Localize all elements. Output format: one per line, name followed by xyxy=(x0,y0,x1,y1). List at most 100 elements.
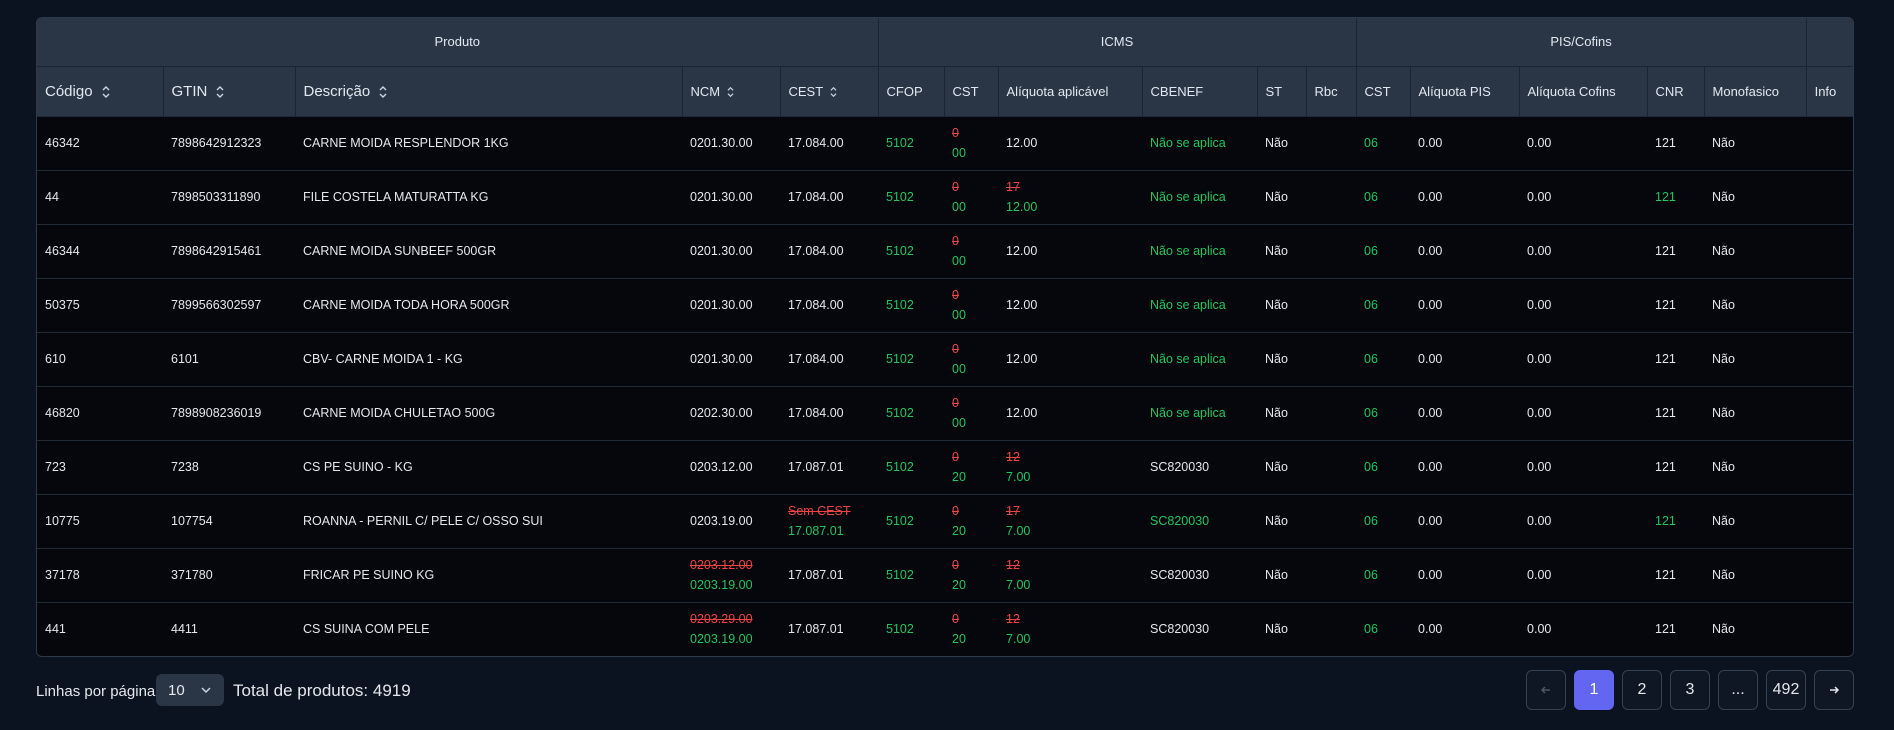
cell-cnr: 121 xyxy=(1647,277,1705,332)
cell-cnr: 121 xyxy=(1647,493,1705,548)
page-button-3[interactable]: 3 xyxy=(1670,670,1710,710)
table-row[interactable]: 44 7898503311890 FILE COSTELA MATURATTA KG… xyxy=(37,169,1853,224)
cell-rbc xyxy=(1306,601,1357,656)
new-value: 20 xyxy=(952,470,966,484)
cell-codigo: 37178 xyxy=(37,547,163,602)
cell-rbc xyxy=(1306,115,1357,170)
cell-cest: 17.084.00 xyxy=(780,277,879,332)
sort-icon[interactable] xyxy=(101,85,111,99)
cell-monofasico: Não xyxy=(1704,115,1807,170)
previous-value: 0 xyxy=(952,612,959,627)
cell-st: Não xyxy=(1257,439,1307,494)
cell-rbc xyxy=(1306,493,1357,548)
column-label: Código xyxy=(45,82,93,100)
cell-ncm: 0203.12.00 xyxy=(682,439,780,494)
page-button-1[interactable]: 1 xyxy=(1574,670,1614,710)
table-row[interactable]: 723 7238 CS PE SUINO - KG 0203.12.00 17.087.… xyxy=(37,439,1853,494)
cell-cnr: 121 xyxy=(1647,439,1705,494)
cell-rbc xyxy=(1306,223,1357,278)
column-header-gtin[interactable]: GTIN xyxy=(163,66,296,116)
products-table: Produto ICMS PIS/Cofins Código GTIN Desc… xyxy=(37,18,1853,656)
cell-aliquota-cofins: 0.00 xyxy=(1519,439,1648,494)
cell-cest: 17.087.01 xyxy=(780,601,879,656)
cell-aliquota-pis: 0.00 xyxy=(1410,223,1520,278)
previous-page-button[interactable] xyxy=(1526,670,1566,710)
cell-st: Não xyxy=(1257,493,1307,548)
table-row[interactable]: 441 4411 CS SUINA COM PELE 0203.29.00 0203.1… xyxy=(37,601,1853,656)
rows-per-page-select[interactable]: 10 xyxy=(156,674,224,706)
sort-icon[interactable] xyxy=(215,85,225,99)
column-header-monofasico: Monofasico xyxy=(1704,66,1807,116)
cell-aliquota-pis: 0.00 xyxy=(1410,169,1520,224)
table-row[interactable]: 50375 7899566302597 CARNE MOIDA TODA HORA … xyxy=(37,277,1853,332)
cell-aliquota-pis: 0.00 xyxy=(1410,385,1520,440)
cell-gtin: 7898642915461 xyxy=(163,223,295,278)
table-row[interactable]: 46820 7898908236019 CARNE MOIDA CHULETAO 5… xyxy=(37,385,1853,440)
cell-cest: Sem CEST 17.087.01 xyxy=(780,493,879,548)
cell-codigo: 44 xyxy=(37,169,163,224)
cell-descricao: CARNE MOIDA TODA HORA 500GR xyxy=(295,277,682,332)
cell-codigo: 46344 xyxy=(37,223,163,278)
previous-value: 0 xyxy=(952,558,959,572)
page-button-last[interactable]: 492 xyxy=(1766,670,1806,710)
cell-gtin: 7898503311890 xyxy=(163,169,295,224)
cell-rbc xyxy=(1306,277,1357,332)
column-header-st: ST xyxy=(1257,66,1307,116)
table-row[interactable]: 37178 371780 FRICAR PE SUINO KG 0203.12.00 0… xyxy=(37,547,1853,602)
cell-monofasico: Não xyxy=(1704,169,1807,224)
new-value: 7.00 xyxy=(1006,524,1031,538)
products-table-container: Produto ICMS PIS/Cofins Código GTIN Desc… xyxy=(36,17,1854,657)
table-row[interactable]: 610 6101 CBV- CARNE MOIDA 1 - KG 0201.30.00… xyxy=(37,331,1853,386)
column-header-cest[interactable]: CEST xyxy=(780,66,879,116)
cell-aliquota-cofins: 0.00 xyxy=(1519,115,1648,170)
cell-cst: 0 00 xyxy=(944,169,999,224)
cell-aliquota: 12.00 xyxy=(998,385,1143,440)
cell-ncm: 0201.30.00 xyxy=(682,277,780,332)
page-ellipsis: ... xyxy=(1718,670,1758,710)
cell-aliquota-pis: 0.00 xyxy=(1410,493,1520,548)
table-row[interactable]: 46342 7898642912323 CARNE MOIDA RESPLENDOR… xyxy=(37,115,1853,170)
cell-cst: 0 20 xyxy=(944,547,999,602)
table-row[interactable]: 46344 7898642915461 CARNE MOIDA SUNBEEF 50… xyxy=(37,223,1853,278)
sort-icon[interactable] xyxy=(726,86,735,98)
cell-pis-cst: 06 xyxy=(1356,277,1411,332)
cell-codigo: 50375 xyxy=(37,277,163,332)
cell-cst: 0 00 xyxy=(944,223,999,278)
column-header-codigo[interactable]: Código xyxy=(37,66,164,116)
cell-cest: 17.087.01 xyxy=(780,547,879,602)
cell-st: Não xyxy=(1257,223,1307,278)
cell-descricao: CBV- CARNE MOIDA 1 - KG xyxy=(295,331,682,386)
previous-value: 17 xyxy=(1006,504,1020,518)
column-header-aliquota-pis: Alíquota PIS xyxy=(1410,66,1520,116)
cell-cbenef: SC820030 xyxy=(1142,601,1258,656)
page-button-2[interactable]: 2 xyxy=(1622,670,1662,710)
sort-icon[interactable] xyxy=(378,85,388,99)
cell-cbenef: Não se aplica xyxy=(1142,115,1258,170)
cell-cst: 0 20 xyxy=(944,493,999,548)
cell-aliquota: 12.00 xyxy=(998,115,1143,170)
cell-rbc xyxy=(1306,331,1357,386)
previous-value: 0203.29.00 xyxy=(690,612,753,627)
sort-icon[interactable] xyxy=(829,86,838,98)
column-header-descricao[interactable]: Descrição xyxy=(295,66,683,116)
next-page-button[interactable] xyxy=(1814,670,1854,710)
cell-cbenef: Não se aplica xyxy=(1142,223,1258,278)
cell-ncm: 0203.12.00 0203.19.00 xyxy=(682,547,780,602)
column-header-pis-cst: CST xyxy=(1356,66,1411,116)
previous-value: 0 xyxy=(952,342,959,356)
cell-st: Não xyxy=(1257,169,1307,224)
cell-pis-cst: 06 xyxy=(1356,385,1411,440)
cell-descricao: CARNE MOIDA SUNBEEF 500GR xyxy=(295,223,682,278)
cell-ncm: 0201.30.00 xyxy=(682,115,780,170)
cell-gtin: 371780 xyxy=(163,547,295,602)
cell-st: Não xyxy=(1257,547,1307,602)
rows-per-page-value: 10 xyxy=(168,681,185,699)
cell-monofasico: Não xyxy=(1704,601,1807,656)
cell-st: Não xyxy=(1257,115,1307,170)
cell-aliquota-pis: 0.00 xyxy=(1410,277,1520,332)
cell-cst: 0 00 xyxy=(944,115,999,170)
new-value: 00 xyxy=(952,254,966,268)
cell-descricao: CARNE MOIDA CHULETAO 500G xyxy=(295,385,682,440)
table-row[interactable]: 10775 107754 ROANNA - PERNIL C/ PELE C/ OS… xyxy=(37,493,1853,548)
column-header-ncm[interactable]: NCM xyxy=(682,66,781,116)
